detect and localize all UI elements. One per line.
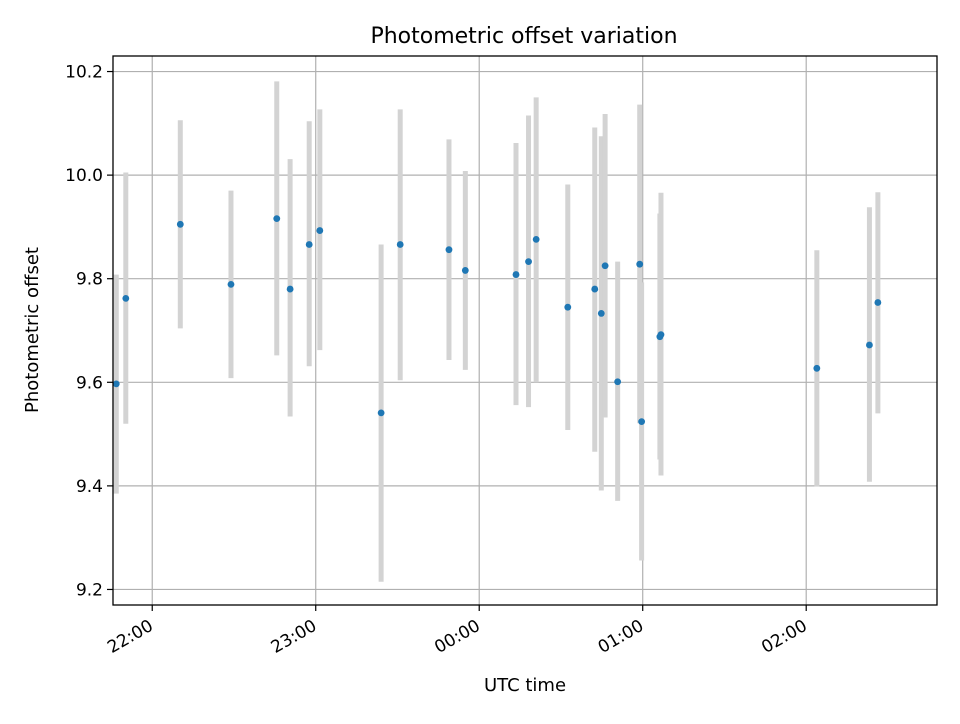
data-point: [445, 246, 453, 254]
data-point: [273, 215, 281, 223]
data-point: [591, 285, 599, 293]
plot-frame: [112, 55, 938, 606]
data-point: [597, 310, 605, 317]
data-point: [525, 258, 532, 266]
y-tick-label: 9.6: [76, 373, 103, 393]
chart-title: Photometric offset variation: [370, 24, 677, 49]
data-point: [636, 260, 644, 268]
x-axis-label: UTC time: [484, 675, 566, 696]
data-point: [112, 380, 120, 388]
y-tick-label: 9.4: [76, 477, 103, 497]
data-point: [286, 285, 294, 293]
y-axis-label: Photometric offset: [22, 247, 43, 413]
data-point: [377, 409, 385, 417]
data-point: [874, 299, 882, 306]
data-point: [866, 341, 873, 349]
data-point: [532, 235, 540, 243]
data-point: [461, 267, 469, 274]
y-axis-ticks: 9.2 9.4 9.6 9.8 10.0 10.2: [65, 63, 113, 600]
data-point: [813, 364, 821, 372]
data-point: [657, 331, 665, 339]
data-point: [316, 227, 324, 234]
data-point: [564, 303, 572, 311]
data-point: [305, 241, 313, 248]
grid: [113, 56, 937, 605]
y-tick-label: 10.2: [65, 63, 103, 83]
data-point: [512, 271, 520, 278]
data-point: [227, 281, 235, 288]
data-point: [396, 241, 404, 248]
data-point: [601, 262, 609, 270]
y-tick-label: 9.8: [76, 270, 103, 290]
data-point: [122, 294, 130, 302]
y-tick-label: 9.2: [76, 580, 103, 600]
data-points: [112, 215, 882, 426]
y-tick-label: 10.0: [65, 166, 103, 186]
data-point: [176, 220, 184, 228]
data-point: [638, 418, 646, 426]
data-point: [614, 378, 622, 386]
